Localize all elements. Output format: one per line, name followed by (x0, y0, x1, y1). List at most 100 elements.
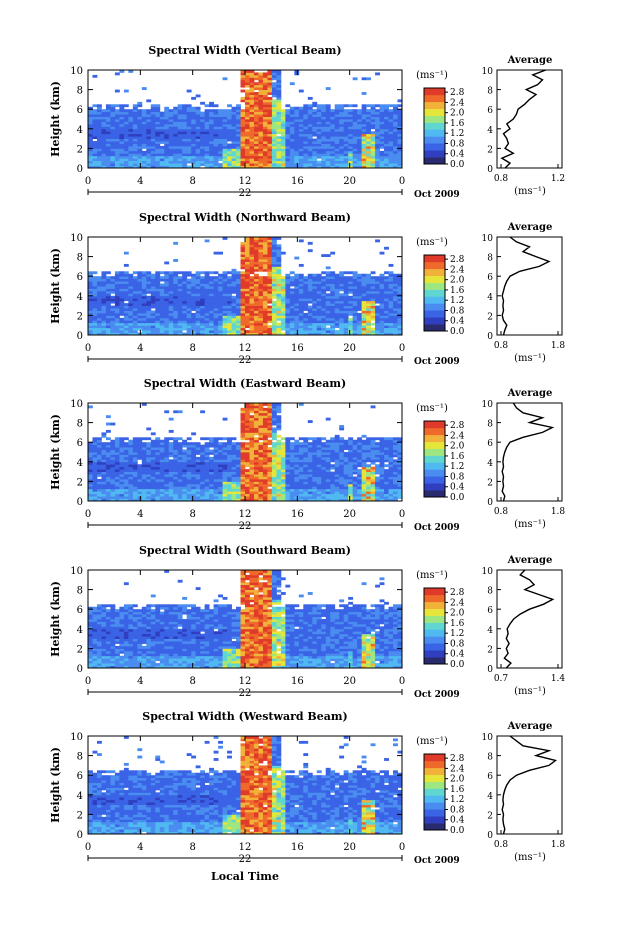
heatmap-cell (325, 128, 331, 132)
heatmap-cell (289, 469, 295, 472)
heatmap-cell (132, 160, 138, 164)
heatmap-cell (397, 150, 403, 154)
heatmap-cell (213, 303, 219, 306)
heatmap-cell (388, 483, 394, 487)
heatmap-cell (343, 131, 349, 135)
heatmap-cell (258, 322, 264, 326)
heatmap-cell (325, 109, 331, 113)
heatmap-cell (280, 486, 286, 490)
heatmap-cell (307, 128, 313, 132)
heatmap-cell (137, 128, 143, 132)
heatmap-cell (173, 293, 179, 297)
heatmap-cell (379, 109, 385, 113)
heatmap-cell (245, 150, 250, 154)
heatmap-cell (110, 332, 116, 336)
heatmap-cell (357, 128, 363, 132)
heatmap-cell (262, 109, 268, 113)
heatmap-cell (271, 160, 277, 164)
heatmap-cell (357, 153, 363, 157)
heatmap-cell (249, 141, 255, 144)
heatmap-cell (168, 330, 174, 333)
heatmap-cell (330, 290, 336, 294)
heatmap-cell (388, 271, 394, 275)
heatmap-cell (119, 474, 125, 477)
heatmap-cell (105, 271, 111, 275)
heatmap-cell (195, 271, 201, 275)
heatmap-cell (366, 493, 371, 497)
heatmap-cell (204, 126, 210, 130)
heatmap-cell (330, 119, 336, 122)
heatmap-cell (384, 330, 389, 333)
heatmap-cell (123, 305, 129, 309)
heatmap-cell (334, 116, 340, 120)
heatmap-cell (343, 111, 349, 115)
heatmap-cell (173, 165, 179, 169)
heatmap-cell (280, 143, 286, 147)
heatmap-cell (159, 300, 165, 304)
heatmap-cell (236, 155, 241, 159)
heatmap-cell (271, 254, 277, 257)
heatmap-cell (366, 305, 371, 309)
heatmap-cell (173, 281, 179, 284)
heatmap-cell (276, 491, 282, 495)
heatmap-cell (213, 293, 219, 297)
heatmap-cell (245, 111, 250, 115)
heatmap-cell (298, 322, 304, 326)
heatmap-cell (186, 136, 192, 139)
heatmap-cell (352, 111, 358, 115)
heatmap-cell (123, 498, 129, 502)
heatmap-cell (191, 317, 197, 321)
heatmap-cell (164, 109, 170, 113)
heatmap-cell (213, 123, 219, 127)
heatmap-cell (110, 131, 116, 135)
heatmap-cell (96, 327, 102, 331)
heatmap-cell (330, 293, 336, 297)
heatmap-cell (280, 138, 286, 142)
heatmap-cell (92, 476, 98, 480)
heatmap-cell (294, 300, 300, 304)
heatmap-cell (128, 116, 134, 120)
heatmap-cell (182, 481, 188, 485)
heatmap-cell (271, 325, 277, 329)
heatmap-cell (177, 488, 183, 492)
heatmap-cell (276, 469, 282, 472)
heatmap-cell (222, 109, 228, 113)
heatmap-cell (146, 119, 152, 122)
heatmap-cell (384, 332, 389, 336)
heatmap-cell (280, 155, 286, 159)
heatmap-cell (213, 298, 219, 302)
heatmap-cell (173, 111, 179, 115)
heatmap-cell (249, 476, 255, 480)
heatmap-cell (128, 128, 134, 132)
heatmap-cell (262, 286, 268, 289)
heatmap-cell (384, 317, 389, 321)
heatmap-cell (231, 268, 237, 272)
heatmap-cell (253, 303, 259, 306)
heatmap-cell (352, 109, 358, 113)
heatmap-cell (298, 474, 304, 477)
y-tick-label: 0 (77, 164, 83, 175)
heatmap-cell (173, 121, 179, 125)
heatmap-cell (267, 295, 273, 299)
heatmap-cell (303, 126, 309, 130)
heatmap-cell (146, 320, 152, 324)
heatmap-cell (96, 106, 102, 110)
heatmap-cell (316, 138, 322, 142)
heatmap-cell (339, 466, 345, 470)
heatmap-cell (312, 466, 318, 470)
heatmap-cell (339, 488, 345, 492)
heatmap-cell (227, 310, 232, 314)
heatmap-cell (173, 310, 179, 314)
heatmap-cell (195, 310, 201, 314)
heatmap-cell (200, 308, 206, 311)
heatmap-cell (200, 155, 206, 159)
heatmap-cell (280, 165, 286, 169)
heatmap-cell (204, 111, 210, 115)
heatmap-cell (245, 153, 250, 157)
heatmap-cell (92, 116, 98, 120)
heatmap-cell (352, 286, 358, 289)
heatmap-cell (240, 283, 246, 287)
heatmap-cell (204, 298, 210, 302)
heatmap-cell (150, 483, 156, 487)
heatmap-cell (209, 305, 214, 309)
